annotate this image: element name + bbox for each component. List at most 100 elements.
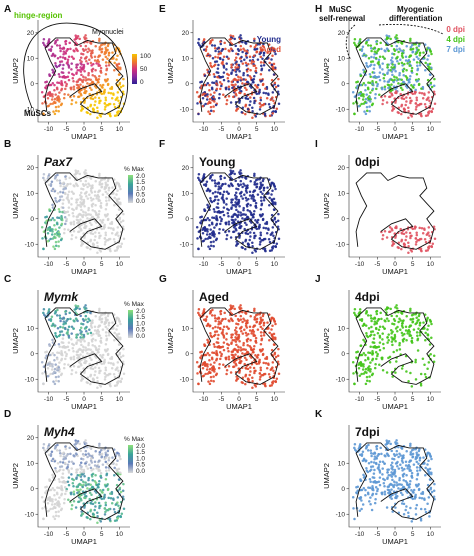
data-point xyxy=(222,206,226,209)
data-point xyxy=(246,74,249,77)
data-point xyxy=(213,179,217,182)
data-point xyxy=(219,321,222,324)
data-point xyxy=(405,235,408,238)
data-point xyxy=(244,41,247,45)
data-point xyxy=(89,510,92,513)
data-point xyxy=(84,481,87,484)
data-point xyxy=(113,68,116,72)
legend-young: Young xyxy=(257,35,281,44)
data-point xyxy=(253,183,256,186)
data-point xyxy=(353,112,356,116)
data-point xyxy=(89,331,93,335)
data-point xyxy=(113,203,116,207)
data-point xyxy=(53,382,57,386)
data-point xyxy=(72,57,75,60)
data-point xyxy=(365,109,369,112)
data-point xyxy=(395,314,399,318)
data-point xyxy=(59,190,62,194)
data-point xyxy=(403,332,406,336)
data-point xyxy=(89,348,92,352)
data-point xyxy=(377,328,381,331)
data-point xyxy=(363,70,367,73)
data-point xyxy=(80,498,83,502)
legend-0-dpi: 0 dpi xyxy=(446,25,465,34)
data-point xyxy=(86,332,90,335)
data-point xyxy=(356,80,360,83)
data-point xyxy=(358,38,362,41)
data-point xyxy=(385,307,389,311)
data-point xyxy=(74,34,77,37)
data-point xyxy=(53,359,56,362)
data-point xyxy=(412,58,416,61)
data-point xyxy=(112,228,115,231)
data-point xyxy=(272,99,275,102)
data-point xyxy=(369,75,372,78)
data-point xyxy=(62,63,65,67)
data-point xyxy=(84,226,87,230)
data-point xyxy=(398,71,401,75)
data-point xyxy=(259,231,262,235)
data-point xyxy=(231,319,234,323)
data-point xyxy=(352,102,355,105)
data-point xyxy=(386,71,389,74)
x-axis-label: UMAP1 xyxy=(382,402,408,411)
data-point xyxy=(65,82,68,86)
data-point xyxy=(104,350,108,353)
data-point xyxy=(225,233,229,237)
data-point xyxy=(249,235,252,238)
data-point xyxy=(90,350,94,354)
data-point xyxy=(400,322,404,325)
data-point xyxy=(202,362,206,365)
legend-tick-label: 1.0 xyxy=(136,320,145,327)
data-point xyxy=(234,44,237,48)
data-point xyxy=(419,507,423,511)
data-point xyxy=(259,61,263,64)
data-point xyxy=(236,68,239,71)
data-point xyxy=(364,370,367,374)
data-point xyxy=(103,358,106,362)
data-point xyxy=(260,64,263,67)
trajectory-line xyxy=(199,37,279,115)
data-point xyxy=(385,439,388,442)
data-point xyxy=(424,473,427,477)
data-point xyxy=(64,310,67,313)
data-point xyxy=(70,338,73,341)
data-point xyxy=(54,363,57,366)
data-point xyxy=(80,195,83,199)
data-point xyxy=(54,228,57,231)
data-point xyxy=(48,209,52,212)
data-point xyxy=(61,476,65,480)
y-tick-label: 20 xyxy=(338,30,346,37)
data-point xyxy=(372,461,376,464)
data-point xyxy=(387,35,391,38)
data-point xyxy=(78,494,82,498)
data-point xyxy=(84,307,88,310)
data-point xyxy=(372,56,376,59)
data-point xyxy=(53,517,57,521)
data-point xyxy=(58,449,62,452)
data-point xyxy=(230,200,233,204)
data-point xyxy=(81,323,85,326)
data-point xyxy=(90,334,93,337)
data-point xyxy=(197,313,201,317)
data-point xyxy=(99,178,103,182)
data-point xyxy=(361,368,365,371)
data-point xyxy=(371,352,374,355)
data-point xyxy=(213,317,217,320)
data-point xyxy=(384,319,387,323)
data-point xyxy=(258,108,262,111)
trajectory-line xyxy=(355,307,435,385)
data-point xyxy=(63,191,67,195)
data-point xyxy=(368,110,371,113)
data-point xyxy=(221,58,225,61)
x-tick-label: -10 xyxy=(355,126,365,133)
data-point xyxy=(406,332,409,335)
data-point xyxy=(256,193,260,196)
data-point xyxy=(427,96,430,99)
data-point xyxy=(391,63,394,66)
data-point xyxy=(197,95,201,99)
data-point xyxy=(427,46,430,50)
data-point xyxy=(364,382,368,386)
data-point xyxy=(104,456,108,460)
